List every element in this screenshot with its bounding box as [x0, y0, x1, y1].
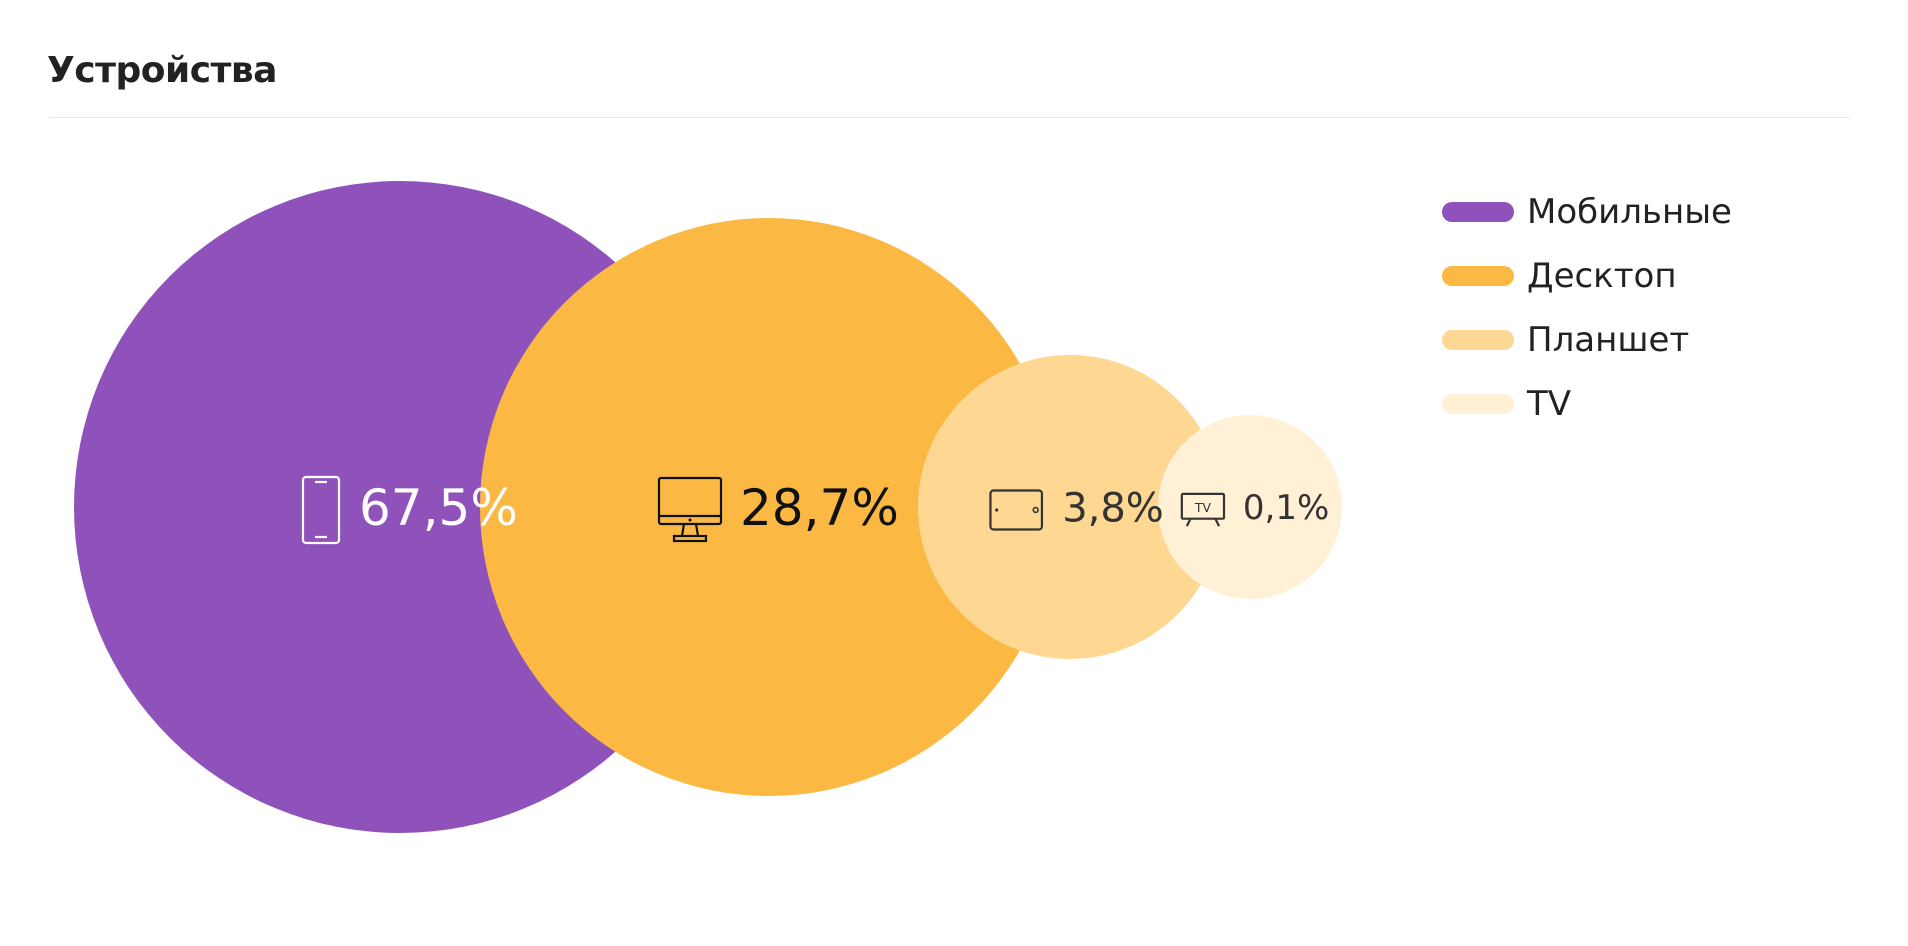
bubble-label-group-tv: TV 0,1%	[1180, 488, 1329, 528]
bubble-label-group-tablet: 3,8%	[989, 485, 1164, 531]
legend-label-tv: TV	[1527, 384, 1572, 424]
bubble-value-tablet: 3,8%	[1062, 485, 1164, 531]
tv-icon: TV	[1180, 492, 1226, 527]
bubble-value-mobile: 67,5%	[359, 479, 518, 537]
bubble-tv[interactable]	[1158, 415, 1342, 599]
legend-label-desktop: Десктоп	[1527, 256, 1677, 296]
desktop-monitor-icon	[657, 476, 723, 543]
bubble-tablet[interactable]	[918, 355, 1222, 659]
bubble-value-tv: 0,1%	[1243, 488, 1329, 528]
bubble-label-group-desktop: 28,7%	[657, 476, 899, 543]
bubble-value-desktop: 28,7%	[740, 479, 899, 537]
page-title: Устройства	[47, 50, 277, 91]
legend-swatch-mobile	[1442, 202, 1514, 222]
legend-item-desktop[interactable]: Десктоп	[1442, 244, 1732, 308]
chart-legend: Мобильные Десктоп Планшет TV	[1442, 180, 1732, 436]
legend-item-tablet[interactable]: Планшет	[1442, 308, 1732, 372]
legend-swatch-desktop	[1442, 266, 1514, 286]
legend-swatch-tablet	[1442, 330, 1514, 350]
tv-icon-text: TV	[1194, 500, 1212, 515]
smartphone-icon	[301, 475, 341, 545]
header-divider	[49, 117, 1850, 118]
legend-label-tablet: Планшет	[1527, 320, 1690, 360]
legend-item-mobile[interactable]: Мобильные	[1442, 180, 1732, 244]
legend-label-mobile: Мобильные	[1527, 192, 1732, 232]
legend-swatch-tv	[1442, 394, 1514, 414]
tablet-icon	[989, 489, 1044, 531]
legend-item-tv[interactable]: TV	[1442, 372, 1732, 436]
bubble-desktop[interactable]	[480, 218, 1058, 796]
bubble-label-group-mobile: 67,5%	[301, 475, 518, 545]
